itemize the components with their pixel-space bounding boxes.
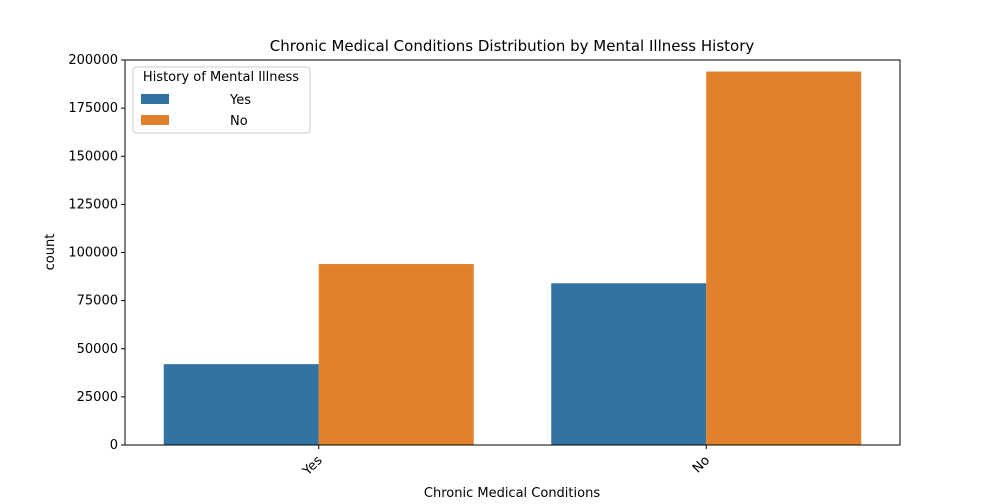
- x-tick-label-yes: Yes: [299, 453, 325, 479]
- y-tick-label: 200000: [68, 53, 118, 68]
- bar-yes-yes: [163, 364, 319, 445]
- legend-swatch-yes: [141, 94, 169, 104]
- y-tick-label: 125000: [68, 197, 118, 212]
- legend-title: History of Mental Illness: [143, 70, 299, 85]
- x-tick-label-no: No: [690, 453, 713, 476]
- bar-no-yes: [551, 283, 707, 445]
- y-tick-label: 175000: [68, 101, 118, 116]
- legend: History of Mental Illness Yes No: [132, 66, 311, 134]
- legend-label-no: No: [230, 114, 248, 129]
- x-axis-label: Chronic Medical Conditions: [424, 486, 600, 500]
- bar-yes-no: [318, 264, 474, 445]
- legend-box: [132, 66, 311, 134]
- y-tick-label: 50000: [77, 342, 118, 357]
- y-tick-label: 25000: [77, 390, 118, 405]
- bar-no-no: [706, 71, 862, 446]
- x-axis: Yes No: [299, 445, 713, 479]
- legend-swatch-no: [141, 115, 169, 125]
- y-tick-label: 75000: [77, 294, 118, 309]
- legend-label-yes: Yes: [229, 93, 251, 108]
- plot-frame: [124, 59, 901, 446]
- bars-group: [163, 71, 862, 446]
- y-axis-label: count: [43, 234, 58, 271]
- y-axis: 0 25000 50000 75000 100000 125000 150000 175000…: [68, 53, 125, 453]
- y-tick-label: 0: [110, 438, 118, 453]
- y-tick-label: 100000: [68, 246, 118, 261]
- chart-title: Chronic Medical Conditions Distribution …: [270, 37, 755, 55]
- y-tick-label: 150000: [68, 149, 118, 164]
